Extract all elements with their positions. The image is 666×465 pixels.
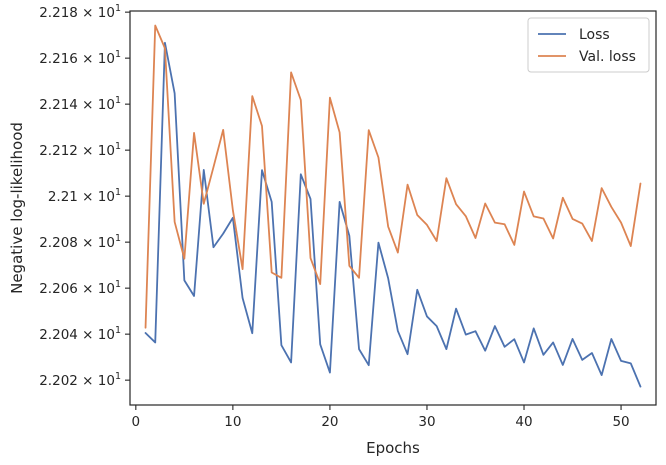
series-layer <box>144 24 642 388</box>
y-tick-label: 2.202 × 101 <box>39 371 121 389</box>
y-tick-label: 2.206 × 101 <box>39 279 121 297</box>
x-tick-label: 40 <box>515 414 532 430</box>
y-tick-label: 2.21 × 101 <box>48 187 121 205</box>
x-tick-label: 0 <box>132 414 141 430</box>
y-tick-label: 2.208 × 101 <box>39 233 121 251</box>
y-tick-label: 2.212 × 101 <box>39 141 121 159</box>
series-line-loss <box>144 41 642 388</box>
y-tick-label: 2.218 × 101 <box>39 3 121 21</box>
x-tick-label: 10 <box>224 414 241 430</box>
legend-box <box>527 17 650 73</box>
y-tick-label: 2.216 × 101 <box>39 49 121 67</box>
x-tick-label: 20 <box>321 414 338 430</box>
y-tick-label: 2.214 × 101 <box>39 95 121 113</box>
x-tick-label: 50 <box>612 414 629 430</box>
legend-label-loss: Loss <box>579 27 610 43</box>
legend: Loss Val. loss <box>527 17 650 73</box>
y-axis-label: Negative log-likelihood <box>8 122 26 294</box>
y-tick-label: 2.204 × 101 <box>39 325 121 343</box>
x-axis: 0 10 20 30 40 50 <box>132 405 630 430</box>
y-axis: 2.202 × 101 2.204 × 101 2.206 × 101 2.208 ×… <box>39 3 130 389</box>
x-tick-label: 30 <box>418 414 435 430</box>
x-axis-label: Epochs <box>366 439 420 457</box>
series-line-val-loss <box>144 24 642 329</box>
plot-frame <box>129 10 657 406</box>
legend-label-val-loss: Val. loss <box>579 49 636 65</box>
